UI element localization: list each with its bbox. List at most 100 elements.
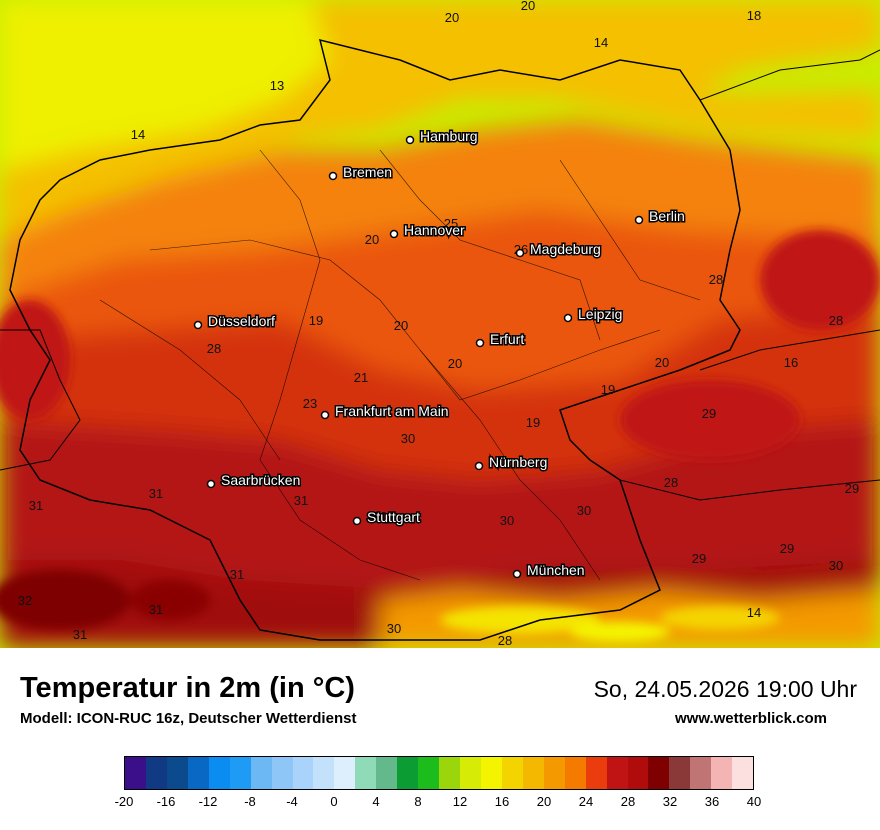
city-dot-magdeburg <box>515 248 525 258</box>
legend-color-segment <box>585 757 607 789</box>
legend-color-segment <box>480 757 502 789</box>
legend-color-segment <box>145 757 167 789</box>
value-label: 13 <box>270 78 284 93</box>
map-svg: 2020181413142520262819202828201621201923… <box>0 0 880 648</box>
color-legend <box>124 756 754 790</box>
value-label: 28 <box>664 475 678 490</box>
value-label: 20 <box>521 0 535 13</box>
legend-color-segment <box>460 757 481 789</box>
legend-color-segment <box>271 757 293 789</box>
legend-tick: -8 <box>244 794 256 809</box>
value-label: 28 <box>829 313 843 328</box>
legend-tick: -4 <box>286 794 298 809</box>
city-dot-duesseldorf <box>193 320 203 330</box>
legend-color-segment <box>522 757 544 789</box>
value-label: 20 <box>445 10 459 25</box>
legend-tick: 16 <box>494 794 510 809</box>
legend-color-segment <box>125 757 146 789</box>
value-label: 20 <box>394 318 408 333</box>
city-label-hannover: Hannover <box>404 222 465 238</box>
legend-color-segment <box>229 757 251 789</box>
legend-color-segment <box>334 757 356 789</box>
legend-tick: 20 <box>536 794 552 809</box>
legend-tick: -16 <box>156 794 176 809</box>
value-label: 20 <box>448 356 462 371</box>
value-label: 31 <box>230 567 244 582</box>
value-label: 29 <box>780 541 794 556</box>
legend-color-segment <box>439 757 460 789</box>
city-label-bremen: Bremen <box>343 164 392 180</box>
value-label: 28 <box>709 272 723 287</box>
legend-tick: 8 <box>414 794 422 809</box>
legend-tick: 28 <box>620 794 636 809</box>
legend-tick: 0 <box>330 794 338 809</box>
city-label-magdeburg: Magdeburg <box>530 241 601 257</box>
city-label-berlin: Berlin <box>649 208 685 224</box>
legend-color-segment <box>376 757 398 789</box>
value-label: 30 <box>401 431 415 446</box>
legend-tick: -12 <box>198 794 218 809</box>
value-label: 31 <box>73 627 87 642</box>
footer: Temperatur in 2m (in °C) Modell: ICON-RU… <box>0 648 880 830</box>
value-label: 28 <box>498 633 512 648</box>
value-label: 19 <box>601 382 615 397</box>
value-label: 30 <box>373 509 387 524</box>
legend-color-segment <box>208 757 230 789</box>
value-label: 29 <box>845 481 859 496</box>
city-label-frankfurt: Frankfurt am Main <box>335 403 449 419</box>
legend-color-segment <box>711 757 733 789</box>
legend-color-segment <box>313 757 335 789</box>
map-borders <box>0 38 880 641</box>
city-label-hamburg: Hamburg <box>420 128 478 144</box>
city-label-erfurt: Erfurt <box>490 331 524 347</box>
legend-color-segment <box>187 757 209 789</box>
legend-color-segment <box>355 757 377 789</box>
value-label: 31 <box>149 486 163 501</box>
legend-tick: 32 <box>662 794 678 809</box>
value-label: 25 <box>444 216 458 231</box>
value-label: 31 <box>29 498 43 513</box>
legend-tick: 12 <box>452 794 468 809</box>
city-dot-saarbruecken <box>206 479 216 489</box>
forecast-datetime: So, 24.05.2026 19:00 Uhr <box>593 676 857 702</box>
city-label-leipzig: Leipzig <box>578 306 622 322</box>
legend-color-segment <box>501 757 523 789</box>
legend-tick: 36 <box>704 794 720 809</box>
value-label: 31 <box>294 493 308 508</box>
value-label: 28 <box>207 341 221 356</box>
legend-color-segment <box>292 757 314 789</box>
value-label: 31 <box>149 602 163 617</box>
value-label: 20 <box>365 232 379 247</box>
city-markers: Hamburg Bremen Hannover Berlin Magdeburg Düss… <box>193 127 686 580</box>
legend-color-segment <box>732 757 754 789</box>
model-info: Modell: ICON-RUC 16z, Deutscher Wetterdi… <box>20 710 357 727</box>
value-label: 30 <box>500 513 514 528</box>
value-label: 30 <box>829 558 843 573</box>
value-label: 14 <box>131 127 145 142</box>
value-label: 18 <box>747 8 761 23</box>
legend-color-segment <box>166 757 188 789</box>
value-label: 29 <box>702 406 716 421</box>
city-dot-stuttgart <box>352 516 362 526</box>
city-dot-hamburg <box>405 135 415 145</box>
legend-color-segment <box>606 757 628 789</box>
value-label: 32 <box>18 593 32 608</box>
value-label: 20 <box>655 355 669 370</box>
legend-color-segment <box>418 757 440 789</box>
city-dot-nuernberg <box>474 461 484 471</box>
city-label-saarbruecken: Saarbrücken <box>221 472 300 488</box>
legend-tick: 24 <box>578 794 594 809</box>
city-dot-bremen <box>328 171 338 181</box>
value-label: 29 <box>692 551 706 566</box>
value-label: 19 <box>526 415 540 430</box>
value-label: 21 <box>354 370 368 385</box>
legend-color-segment <box>627 757 649 789</box>
legend-tick: 40 <box>746 794 762 809</box>
value-label: 14 <box>747 605 761 620</box>
website-link[interactable]: www.wetterblick.com <box>675 710 827 727</box>
value-labels: 2020181413142520262819202828201621201923… <box>18 0 859 648</box>
legend-color-segment <box>250 757 272 789</box>
temperature-map: 2020181413142520262819202828201621201923… <box>0 0 880 648</box>
value-label: 16 <box>784 355 798 370</box>
value-label: 23 <box>303 396 317 411</box>
